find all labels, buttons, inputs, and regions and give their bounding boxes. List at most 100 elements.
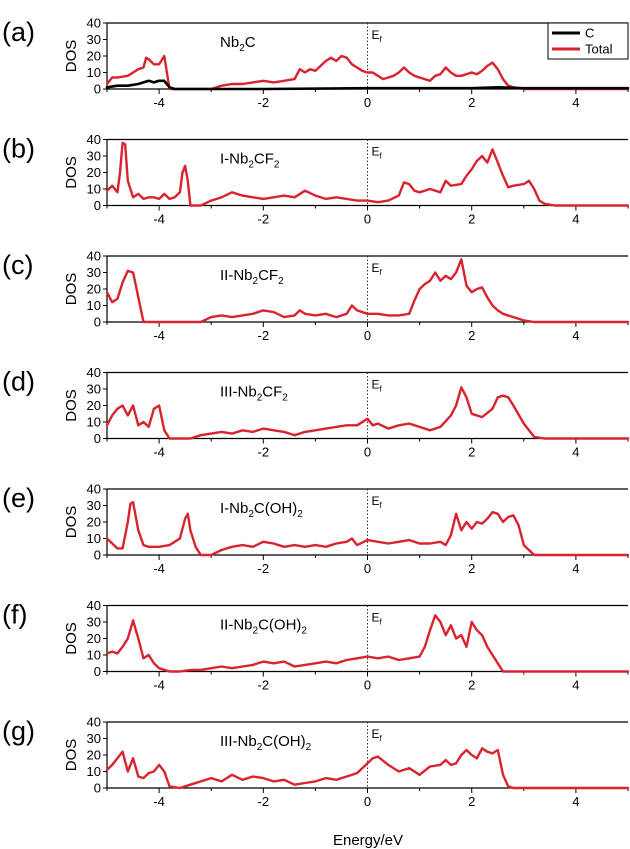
x-tick-label: -4: [153, 328, 165, 343]
y-axis-label: DOS: [63, 156, 80, 189]
x-tick-label: 2: [468, 95, 475, 110]
panel-name-part: III-Nb: [220, 733, 257, 750]
x-tick-label: 2: [468, 445, 475, 460]
x-tick-label: -4: [153, 212, 165, 227]
y-tick-label: 10: [87, 648, 101, 663]
y-tick-label: 20: [87, 165, 101, 180]
panel-name-part: III-Nb: [220, 384, 257, 401]
panel-name-part: 2: [248, 160, 254, 171]
fermi-level-label-sub: f: [380, 618, 383, 627]
panel-name-part: CF: [258, 267, 278, 284]
fermi-level-label-main: E: [372, 378, 380, 392]
fermi-level-label: Ef: [372, 378, 383, 394]
x-tick-label: -2: [258, 95, 270, 110]
x-tick-label: -4: [153, 445, 165, 460]
y-tick-label: 30: [87, 32, 101, 47]
fermi-level-label: Ef: [372, 494, 383, 510]
panel-name-part: I-Nb: [220, 500, 248, 517]
panel-name-part: 2: [239, 43, 245, 54]
panel-name-part: C(OH): [254, 500, 297, 517]
fermi-level-label-main: E: [372, 145, 380, 159]
x-tick-label: 4: [572, 678, 579, 693]
y-tick-label: 10: [87, 65, 101, 80]
y-tick-label: 30: [87, 731, 101, 746]
panel-name-part: 2: [248, 509, 254, 520]
x-tick-label: 0: [364, 95, 371, 110]
y-tick-label: 30: [87, 498, 101, 513]
x-tick-label: 4: [572, 328, 579, 343]
y-tick-label: 20: [87, 631, 101, 646]
panel-name-part: 2: [306, 742, 312, 753]
y-axis-label: DOS: [63, 40, 80, 73]
panel-name: II-Nb2CF2: [220, 267, 284, 287]
x-tick-label: 2: [468, 561, 475, 576]
y-tick-label: 0: [94, 82, 101, 97]
panel-letter: (a): [2, 17, 35, 47]
x-tick-label: -4: [153, 95, 165, 110]
y-tick-label: 0: [94, 198, 101, 213]
x-tick-label: 0: [364, 328, 371, 343]
y-tick-label: 40: [87, 16, 101, 31]
legend-box: [547, 22, 629, 60]
x-tick-label: 4: [572, 445, 579, 460]
y-tick-label: 10: [87, 531, 101, 546]
series-line-total: [105, 386, 630, 440]
panel-name: III-Nb2C(OH)2: [220, 733, 312, 753]
fermi-level-label-main: E: [372, 727, 380, 741]
panel-name: II-Nb2C(OH)2: [220, 617, 307, 637]
panel-letter: (d): [2, 367, 35, 397]
y-tick-label: 10: [87, 298, 101, 313]
panel-letter: (e): [2, 483, 35, 513]
y-tick-label: 40: [87, 365, 101, 380]
y-axis-label: DOS: [63, 389, 80, 422]
y-axis-label: DOS: [63, 739, 80, 772]
series-line-total: [105, 614, 630, 673]
series-line-total: [105, 258, 630, 324]
panel-name-part: 2: [301, 626, 307, 637]
fermi-level-label-main: E: [372, 494, 380, 508]
panel-letter: (f): [2, 600, 27, 630]
y-tick-label: 0: [94, 548, 101, 563]
x-axis-label: Energy/eV: [333, 832, 403, 849]
panel-name-part: C: [245, 34, 256, 51]
series-line-total: [105, 747, 630, 790]
x-tick-label: 2: [468, 678, 475, 693]
legend-label: Total: [585, 42, 613, 57]
panel-name-part: CF: [262, 384, 282, 401]
fermi-level-label-sub: f: [380, 501, 383, 510]
x-tick-label: 4: [572, 95, 579, 110]
x-tick-label: 2: [468, 212, 475, 227]
x-tick-label: 0: [364, 212, 371, 227]
x-tick-label: -2: [258, 561, 270, 576]
fermi-level-label-main: E: [372, 261, 380, 275]
y-tick-label: 30: [87, 149, 101, 164]
y-axis-label: DOS: [63, 506, 80, 539]
panel-name-part: 2: [253, 626, 259, 637]
x-tick-label: -4: [153, 794, 165, 809]
x-tick-label: -4: [153, 678, 165, 693]
y-tick-label: 0: [94, 781, 101, 796]
fermi-level-label: Ef: [372, 261, 383, 277]
y-tick-label: 20: [87, 515, 101, 530]
panel-name: I-Nb2C(OH)2: [220, 500, 303, 520]
y-tick-label: 20: [87, 49, 101, 64]
x-tick-label: 4: [572, 794, 579, 809]
fermi-level-label-sub: f: [380, 268, 383, 277]
y-tick-label: 10: [87, 182, 101, 197]
panel-name-part: 2: [257, 742, 263, 753]
y-tick-label: 20: [87, 748, 101, 763]
legend-label: C: [585, 26, 594, 41]
panel-name-part: 2: [253, 276, 259, 287]
y-tick-label: 30: [87, 265, 101, 280]
panel-name-part: 2: [282, 393, 288, 404]
fermi-level-label: Ef: [372, 145, 383, 161]
panel-name: I-Nb2CF2: [220, 151, 280, 171]
y-tick-label: 10: [87, 764, 101, 779]
panel-name: Nb2C: [220, 34, 256, 54]
